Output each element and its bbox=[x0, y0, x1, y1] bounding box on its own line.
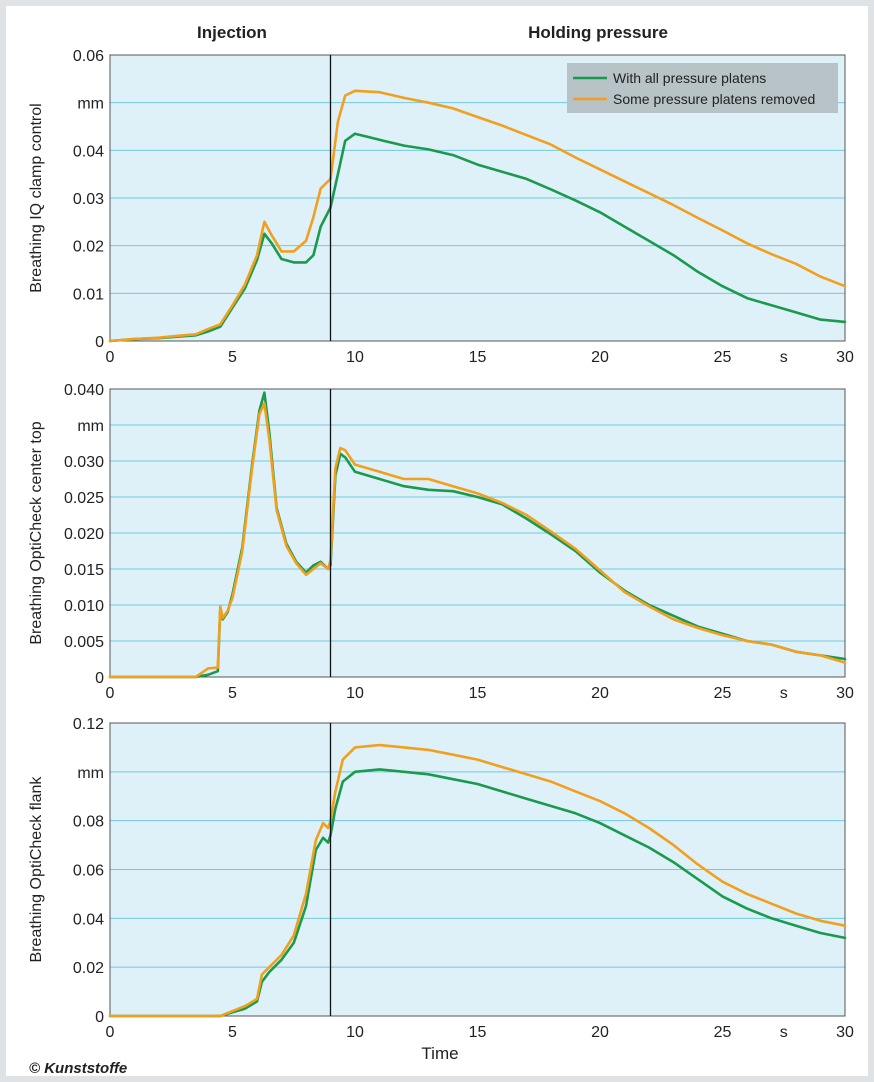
y-tick-label: 0.12 bbox=[73, 716, 104, 733]
y-tick-label: 0.02 bbox=[73, 239, 104, 256]
x-tick-label: 15 bbox=[469, 349, 487, 366]
x-tick-label: 20 bbox=[591, 685, 609, 702]
y-tick-label: 0.040 bbox=[64, 382, 104, 399]
series-line-some-removed bbox=[108, 89, 847, 343]
y-tick-label: mm bbox=[77, 418, 104, 435]
y-tick-label: mm bbox=[77, 765, 104, 782]
y-axis-label: Breathing IQ clamp control bbox=[28, 103, 45, 292]
legend-entry: Some pressure platens removed bbox=[613, 91, 815, 107]
y-tick-label: 0.01 bbox=[73, 286, 104, 303]
y-tick-label: 0.06 bbox=[73, 48, 104, 65]
x-tick-label: s bbox=[780, 685, 788, 702]
y-tick-label: mm bbox=[77, 96, 104, 113]
chart-panel-3: 0.12 mm 0.08 0.06 0.04 0.02 00 5 10 15 20 25 s 30 Brea… bbox=[28, 716, 854, 1041]
y-tick-label: 0.02 bbox=[73, 960, 104, 977]
x-tick-label: 0 bbox=[106, 1024, 115, 1041]
x-tick-label: 25 bbox=[714, 1024, 732, 1041]
chart-panel-2: 0.040 mm 0.030 0.025 0.020 0.015 0.010 0.005 00 5… bbox=[28, 382, 854, 702]
x-tick-label: 5 bbox=[228, 349, 237, 366]
x-tick-label: s bbox=[780, 1024, 788, 1041]
series-line-some-removed bbox=[108, 743, 847, 1018]
y-tick-label: 0.08 bbox=[73, 814, 104, 831]
y-tick-label: 0 bbox=[95, 334, 104, 351]
y-tick-label: 0.005 bbox=[64, 634, 104, 651]
phase-label-holding-pressure: Holding pressure bbox=[528, 23, 668, 42]
x-tick-label: 0 bbox=[106, 349, 115, 366]
legend-entry: With all pressure platens bbox=[613, 70, 766, 86]
x-tick-label: 10 bbox=[346, 1024, 364, 1041]
x-tick-label: 15 bbox=[469, 1024, 487, 1041]
x-axis-title: Time bbox=[421, 1044, 459, 1063]
series-line-some-removed bbox=[108, 402, 847, 679]
x-tick-label: s bbox=[780, 349, 788, 366]
copyright-label: © Kunststoffe bbox=[29, 1060, 128, 1077]
x-tick-label: 15 bbox=[469, 685, 487, 702]
y-axis-label: Breathing OptiCheck center top bbox=[28, 421, 45, 644]
x-tick-label: 20 bbox=[591, 1024, 609, 1041]
x-tick-label: 10 bbox=[346, 685, 364, 702]
y-tick-label: 0.025 bbox=[64, 490, 104, 507]
y-axis-label: Breathing OptiCheck flank bbox=[28, 776, 45, 963]
plot-frame bbox=[109, 388, 846, 678]
y-tick-label: 0 bbox=[95, 1009, 104, 1026]
legend-box bbox=[567, 63, 838, 113]
y-tick-label: 0.04 bbox=[73, 143, 104, 160]
series-line-all-platens bbox=[108, 768, 847, 1018]
y-tick-label: 0.020 bbox=[64, 526, 104, 543]
y-tick-label: 0.06 bbox=[73, 863, 104, 880]
y-tick-label: 0 bbox=[95, 670, 104, 687]
y-tick-label: 0.030 bbox=[64, 454, 104, 471]
x-tick-label: 25 bbox=[714, 685, 732, 702]
plot-frame bbox=[109, 722, 846, 1017]
x-tick-label: 5 bbox=[228, 1024, 237, 1041]
y-tick-label: 0.04 bbox=[73, 911, 104, 928]
y-tick-label: 0.010 bbox=[64, 598, 104, 615]
x-tick-label: 25 bbox=[714, 349, 732, 366]
y-tick-label: 0.03 bbox=[73, 191, 104, 208]
phase-label-injection: Injection bbox=[197, 23, 267, 42]
plot-frame bbox=[109, 54, 846, 342]
chart-panel-1: 0.06 mm 0.04 0.03 0.02 0.01 00 5 10 15 20 25 s 30 Brea… bbox=[28, 48, 854, 366]
x-tick-label: 30 bbox=[836, 349, 854, 366]
x-tick-label: 10 bbox=[346, 349, 364, 366]
x-tick-label: 20 bbox=[591, 349, 609, 366]
x-tick-label: 0 bbox=[106, 685, 115, 702]
x-tick-label: 30 bbox=[836, 1024, 854, 1041]
x-tick-label: 5 bbox=[228, 685, 237, 702]
y-tick-label: 0.015 bbox=[64, 562, 104, 579]
x-tick-label: 30 bbox=[836, 685, 854, 702]
